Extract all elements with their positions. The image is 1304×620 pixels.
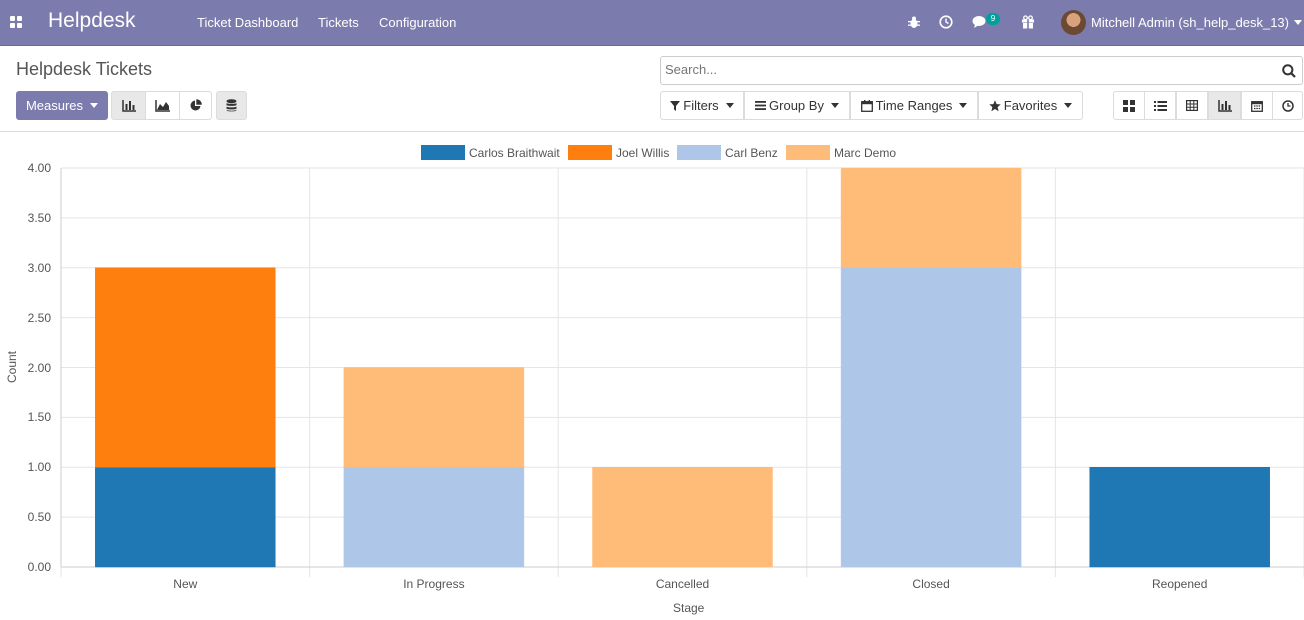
page-title: Helpdesk Tickets: [16, 59, 153, 79]
bar-segment: [840, 167, 1022, 268]
favorites-dropdown-button[interactable]: Favorites: [978, 91, 1083, 120]
filters-dropdown-button[interactable]: Filters: [660, 91, 744, 120]
x-tick-label: Cancelled: [655, 577, 710, 591]
bar-segment: [95, 267, 276, 468]
graph-view-button[interactable]: [1208, 91, 1241, 120]
y-tick-label: 1.50: [27, 410, 51, 425]
y-tick-label: 3.50: [27, 210, 51, 225]
menu-configuration[interactable]: Configuration: [379, 15, 457, 30]
pivot-view-button[interactable]: [1176, 91, 1208, 120]
legend-label: Marc Demo: [834, 145, 897, 160]
user-menu-caret-icon[interactable]: [1294, 20, 1302, 25]
gift-icon[interactable]: [1020, 13, 1036, 31]
legend-item[interactable]: Carl Benz: [677, 145, 778, 160]
y-tick-label: 2.50: [27, 310, 51, 325]
legend-item[interactable]: Joel Willis: [568, 145, 669, 160]
apps-menu-icon[interactable]: [10, 16, 24, 30]
user-avatar[interactable]: [1061, 10, 1086, 35]
bar-segment: [95, 467, 276, 568]
legend-label: Carlos Braithwait: [469, 145, 560, 160]
search-input[interactable]: [665, 62, 1265, 77]
measures-dropdown-button[interactable]: Measures: [16, 91, 108, 120]
y-tick-label: 3.00: [27, 260, 51, 275]
bar-segment: [343, 367, 525, 468]
y-axis-label: Count: [5, 350, 19, 384]
calendar-icon: [1251, 100, 1263, 112]
debug-bug-icon[interactable]: [906, 13, 922, 31]
kanban-grid-icon: [1123, 99, 1135, 112]
caret-down-icon: [1064, 103, 1073, 108]
caret-down-icon: [725, 103, 734, 108]
area-chart-icon: [155, 99, 170, 112]
bars-list-icon: [755, 101, 767, 110]
bar-segment: [1089, 467, 1270, 568]
legend-item[interactable]: Carlos Braithwait: [421, 145, 560, 160]
search-icon[interactable]: [1282, 64, 1296, 78]
star-icon: [989, 99, 1001, 111]
time-ranges-dropdown-button[interactable]: Time Ranges: [850, 91, 978, 120]
line-chart-mode-button[interactable]: [145, 91, 180, 120]
legend-swatch: [568, 145, 612, 160]
stacked-toggle-button[interactable]: [216, 91, 247, 120]
bar-segment: [343, 467, 525, 568]
y-tick-label: 4.00: [27, 161, 51, 175]
pie-chart-mode-button[interactable]: [179, 91, 212, 120]
pie-chart-icon: [190, 99, 202, 111]
calendar-icon: [860, 99, 873, 112]
activity-clock-icon[interactable]: [938, 13, 954, 31]
x-tick-label: New: [173, 577, 198, 591]
y-tick-label: 2.00: [27, 360, 51, 375]
list-view-button[interactable]: [1144, 91, 1176, 120]
legend-swatch: [677, 145, 721, 160]
group-by-dropdown-button[interactable]: Group By: [744, 91, 850, 120]
y-tick-label: 1.00: [27, 460, 51, 475]
control-panel-divider: [0, 131, 1304, 132]
list-icon: [1153, 100, 1167, 111]
y-tick-label: 0.00: [27, 560, 51, 574]
clock-icon: [1281, 99, 1294, 112]
legend-swatch: [421, 145, 465, 160]
group-by-label: Group By: [769, 98, 824, 113]
menu-tickets[interactable]: Tickets: [318, 15, 359, 30]
legend-item[interactable]: Marc Demo: [786, 145, 896, 160]
search-box[interactable]: [660, 56, 1303, 85]
legend-swatch: [786, 145, 830, 160]
calendar-view-button[interactable]: [1241, 91, 1273, 120]
messages-comment-icon[interactable]: [972, 13, 988, 31]
measures-label: Measures: [25, 98, 84, 113]
x-axis-label: Stage: [673, 601, 705, 615]
legend-label: Joel Willis: [616, 145, 670, 160]
x-tick-label: Closed: [912, 577, 950, 591]
bar-chart-mode-button[interactable]: [111, 91, 146, 120]
legend-label: Carl Benz: [725, 145, 778, 160]
caret-down-icon: [90, 103, 99, 108]
app-brand[interactable]: Helpdesk: [48, 9, 136, 32]
favorites-label: Favorites: [1003, 98, 1058, 113]
bar-chart-icon: [121, 99, 136, 112]
database-stack-icon: [226, 99, 237, 112]
activity-view-button[interactable]: [1272, 91, 1303, 120]
caret-down-icon: [959, 103, 968, 108]
table-icon: [1186, 100, 1198, 111]
x-tick-label: Reopened: [1151, 577, 1208, 591]
time-ranges-label: Time Ranges: [875, 98, 953, 113]
bar-chart-icon: [1217, 99, 1232, 112]
top-navbar: Helpdesk Ticket Dashboard Tickets Config…: [0, 0, 1304, 46]
menu-ticket-dashboard[interactable]: Ticket Dashboard: [197, 15, 299, 30]
user-menu-name[interactable]: Mitchell Admin (sh_help_desk_13): [1091, 15, 1289, 30]
kanban-view-button[interactable]: [1113, 91, 1145, 120]
filters-label: Filters: [683, 98, 719, 113]
bar-segment: [592, 467, 773, 568]
filter-funnel-icon: [670, 100, 681, 111]
caret-down-icon: [830, 103, 839, 108]
y-tick-label: 0.50: [27, 510, 51, 525]
x-tick-label: In Progress: [403, 577, 465, 591]
bar-segment: [840, 267, 1022, 568]
messages-badge: 9: [986, 13, 1000, 25]
